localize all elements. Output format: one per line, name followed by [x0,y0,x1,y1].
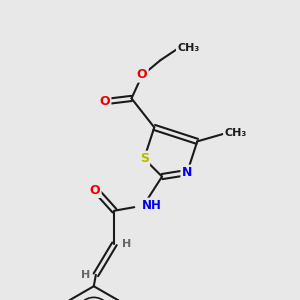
Text: S: S [140,152,148,165]
Text: H: H [122,239,131,249]
Text: O: O [89,184,100,196]
Text: O: O [136,68,147,81]
Text: CH₃: CH₃ [177,43,200,53]
Text: CH₃: CH₃ [224,128,247,138]
Text: O: O [99,95,110,108]
Text: H: H [81,270,90,280]
Text: NH: NH [142,199,162,212]
Text: N: N [182,166,192,179]
